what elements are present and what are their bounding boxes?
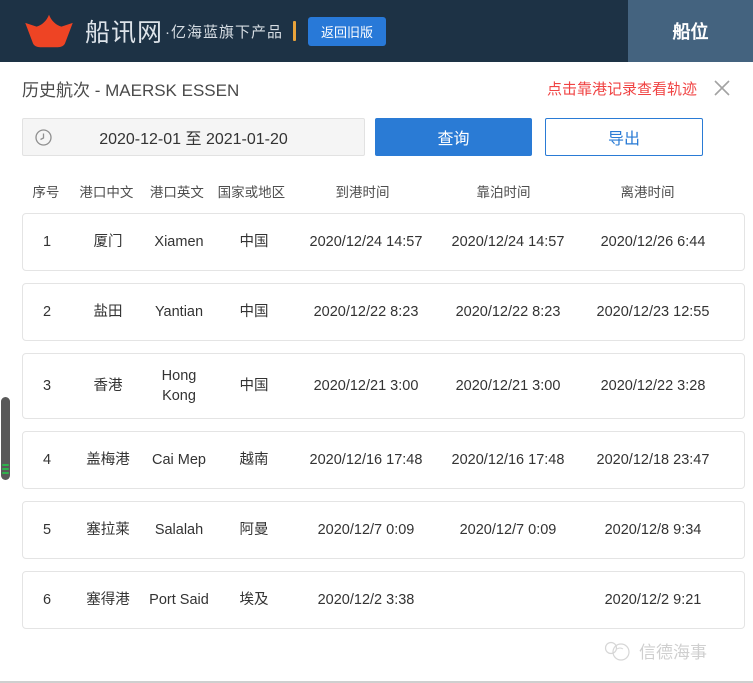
brand-name[interactable]: 船讯网 [85, 19, 164, 47]
table-cell: 5 [42, 522, 52, 538]
table-cell: 香港 [93, 378, 123, 394]
table-cell: 2020/12/24 14:57 [309, 234, 423, 250]
bottom-edge-strip [0, 681, 753, 683]
left-scrollbar-thumb[interactable] [1, 397, 10, 480]
date-range-value: 2020-12-01 至 2021-01-20 [99, 131, 288, 148]
table-cell: Port Said [149, 592, 209, 608]
table-cell: 2020/12/21 3:00 [455, 378, 561, 394]
table-cell: 2020/12/8 9:34 [604, 522, 702, 538]
table-cell: Salalah [154, 522, 204, 538]
table-cell: 2020/12/21 3:00 [313, 378, 419, 394]
table-cell: Yantian [154, 304, 204, 320]
column-header: 港口中文 [79, 185, 134, 200]
table-cell: 中国 [239, 304, 269, 320]
back-to-old-version-button[interactable]: 返回旧版 [308, 16, 387, 46]
table-row[interactable]: 2 盐田 Yantian 中国 2020/12/22 8:23 2020/12/22 8:… [22, 283, 745, 341]
table-cell: 2020/12/22 8:23 [455, 304, 561, 320]
table-cell: 2020/12/24 14:57 [451, 234, 565, 250]
tab-ship-position[interactable]: 船位 [628, 0, 753, 62]
table-cell: 2020/12/22 3:28 [600, 378, 706, 394]
column-header: 离港时间 [620, 185, 675, 200]
brand-divider [293, 21, 297, 41]
scrollbar-grip-lines [2, 462, 9, 474]
table-cell: 阿曼 [239, 522, 269, 538]
table-cell: 2020/12/23 12:55 [596, 304, 710, 320]
table-cell: 埃及 [239, 592, 269, 608]
panel-head: 历史航次 - MAERSK ESSEN 点击靠港记录查看轨迹 [0, 75, 753, 101]
xinde-marine-logo-icon [604, 641, 630, 661]
column-header: 序号 [32, 185, 60, 200]
table-cell: Hong Kong [161, 368, 197, 404]
table-cell: 6 [42, 592, 52, 608]
table-cell: 2 [42, 304, 52, 320]
panel-head-right: 点击靠港记录查看轨迹 [547, 78, 731, 99]
clock-icon [35, 129, 52, 146]
table-cell: 2020/12/26 6:44 [600, 234, 706, 250]
column-header: 港口英文 [149, 185, 204, 200]
table-cell: Cai Mep [152, 452, 206, 468]
column-header: 到港时间 [335, 185, 390, 200]
table-cell: 塞得港 [86, 592, 130, 608]
table-cell: 中国 [239, 234, 269, 250]
table-cell: 厦门 [93, 234, 123, 250]
watermark-text: 信德海事 [639, 643, 707, 662]
table-cell: 越南 [239, 452, 269, 468]
history-voyage-panel: 历史航次 - MAERSK ESSEN 点击靠港记录查看轨迹 2020-12-0… [0, 62, 753, 662]
date-range-input[interactable]: 2020-12-01 至 2021-01-20 [22, 118, 365, 156]
table-cell: 1 [42, 234, 52, 250]
table-cell: 2020/12/22 8:23 [313, 304, 419, 320]
close-icon[interactable] [713, 79, 731, 97]
table-cell: 3 [42, 378, 52, 394]
table-row[interactable]: 4 盖梅港 Cai Mep 越南 2020/12/16 17:48 2020/12/16 … [22, 431, 745, 489]
table-cell: 盐田 [93, 304, 123, 320]
top-navbar: 船讯网 ·亿海蓝旗下产品 返回旧版 船位 [0, 0, 753, 62]
table-row[interactable]: 3 香港 Hong Kong 中国 2020/12/21 3:00 2020/12/21 … [22, 353, 745, 419]
table-row[interactable]: 5 塞拉莱 Salalah 阿曼 2020/12/7 0:09 2020/12/7 0:0… [22, 501, 745, 559]
table-body: 1 厦门 Xiamen 中国 2020/12/24 14:57 2020/12/24 14… [0, 213, 753, 629]
table-row[interactable]: 6 塞得港 Port Said 埃及 2020/12/2 3:38 2020/12/2 9… [22, 571, 745, 629]
table-cell: 2020/12/7 0:09 [459, 522, 557, 538]
column-header: 靠泊时间 [476, 185, 531, 200]
column-header: 国家或地区 [217, 185, 286, 200]
table-cell: 2020/12/2 9:21 [604, 592, 702, 608]
export-button[interactable]: 导出 [545, 118, 703, 156]
brand-area: 船讯网 ·亿海蓝旗下产品 返回旧版 [0, 11, 387, 51]
brand-suffix-label: ·亿海蓝旗下产品 [165, 23, 284, 41]
table-cell: 4 [42, 452, 52, 468]
table-cell: 2020/12/7 0:09 [317, 522, 415, 538]
table-cell: Xiamen [154, 234, 204, 250]
watermark: 信德海事 [603, 638, 707, 663]
page-title: 历史航次 - MAERSK ESSEN [22, 80, 240, 100]
table-cell: 中国 [239, 378, 269, 394]
table-row[interactable]: 1 厦门 Xiamen 中国 2020/12/24 14:57 2020/12/24 14… [22, 213, 745, 271]
table-cell: 盖梅港 [86, 452, 130, 468]
table-cell: 塞拉莱 [86, 522, 130, 538]
query-button[interactable]: 查询 [375, 118, 532, 156]
table-cell: 2020/12/18 23:47 [596, 452, 710, 468]
table-cell: 2020/12/16 17:48 [451, 452, 565, 468]
table-header-row: 序号 港口中文 港口英文 国家或地区 到港时间 靠泊时间 离港时间 [22, 183, 731, 203]
track-hint-text: 点击靠港记录查看轨迹 [546, 80, 697, 98]
query-controls: 2020-12-01 至 2021-01-20 查询 导出 [22, 117, 731, 157]
table-cell: 2020/12/2 3:38 [317, 592, 415, 608]
table-cell: 2020/12/16 17:48 [309, 452, 423, 468]
shipxy-boat-logo-icon[interactable] [22, 11, 76, 51]
